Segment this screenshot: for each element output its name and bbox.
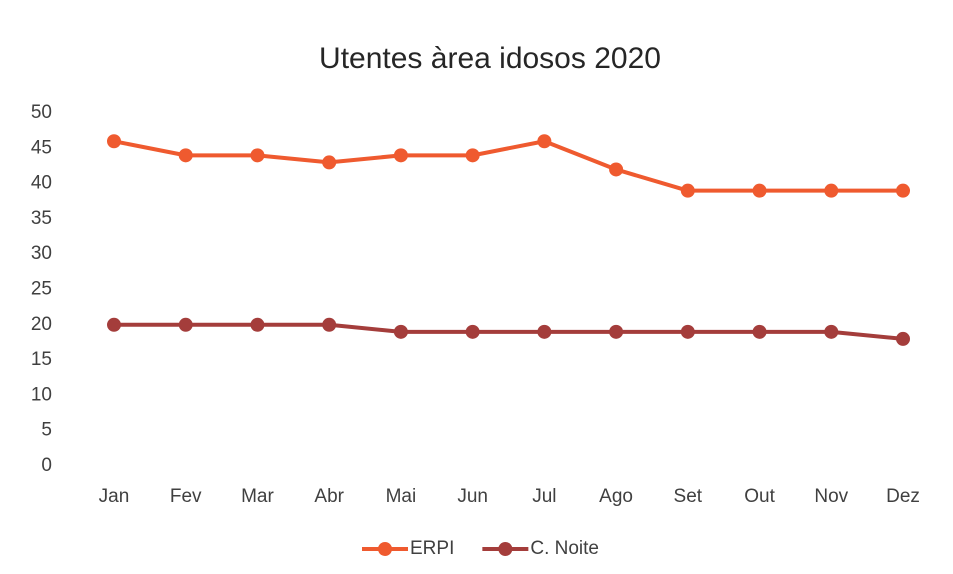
data-point xyxy=(537,324,552,339)
y-tick-label: 20 xyxy=(31,314,52,335)
data-point xyxy=(322,155,337,170)
data-point xyxy=(824,183,839,198)
x-tick-label: Abr xyxy=(314,486,344,507)
data-point xyxy=(609,162,624,177)
x-tick-label: Jul xyxy=(532,486,556,507)
legend-label: ERPI xyxy=(410,538,454,559)
y-tick-label: 35 xyxy=(31,208,52,229)
data-point xyxy=(896,331,910,346)
x-tick-label: Out xyxy=(744,486,775,507)
x-tick-label: Mar xyxy=(241,486,274,507)
data-point xyxy=(250,317,265,332)
legend-marker xyxy=(498,542,513,556)
x-tick-label: Ago xyxy=(599,486,633,507)
legend-marker xyxy=(378,542,392,556)
y-tick-label: 25 xyxy=(31,279,52,300)
y-tick-label: 50 xyxy=(31,102,52,123)
data-point xyxy=(465,148,480,163)
x-tick-label: Set xyxy=(674,486,703,507)
data-point xyxy=(393,324,408,339)
data-point xyxy=(537,134,552,149)
data-point xyxy=(824,324,839,339)
series-line xyxy=(114,322,904,341)
y-tick-label: 30 xyxy=(31,243,52,264)
data-point xyxy=(465,324,480,339)
series-line xyxy=(113,139,903,193)
legend-label: C. Noite xyxy=(530,538,599,559)
data-point xyxy=(752,183,767,198)
data-point xyxy=(322,317,337,332)
data-point xyxy=(680,324,695,339)
data-point xyxy=(107,317,121,332)
data-point xyxy=(609,324,624,339)
y-tick-label: 40 xyxy=(31,173,52,194)
data-point xyxy=(178,148,193,163)
data-point xyxy=(752,324,767,339)
x-tick-label: Mai xyxy=(386,486,417,507)
data-point xyxy=(680,183,695,198)
x-tick-label: Fev xyxy=(170,486,202,507)
data-point xyxy=(107,134,121,149)
chart-title: Utentes àrea idosos 2020 xyxy=(319,42,661,75)
data-point xyxy=(896,183,910,198)
y-tick-label: 0 xyxy=(41,455,52,476)
data-point xyxy=(178,317,193,332)
data-point xyxy=(250,148,265,163)
y-tick-label: 10 xyxy=(31,384,52,405)
x-tick-label: Jan xyxy=(99,486,130,507)
x-tick-label: Jun xyxy=(457,486,488,507)
x-tick-label: Nov xyxy=(814,486,848,507)
y-tick-label: 15 xyxy=(31,349,52,370)
x-tick-label: Dez xyxy=(886,486,920,507)
y-tick-label: 45 xyxy=(31,137,52,158)
data-point xyxy=(393,148,408,163)
y-tick-label: 5 xyxy=(41,420,52,441)
